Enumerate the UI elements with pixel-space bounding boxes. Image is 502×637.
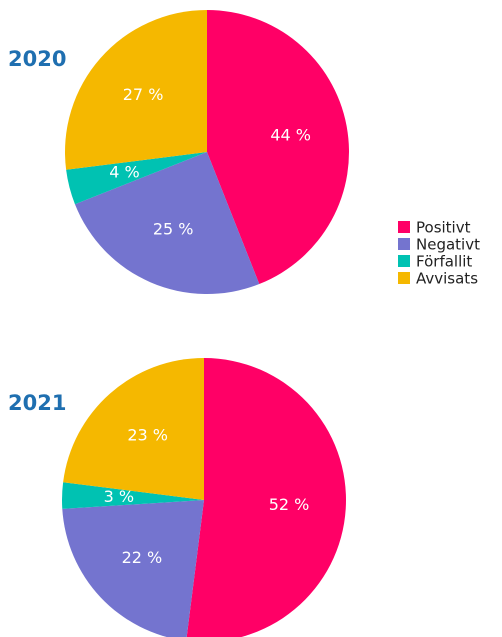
data-label: 25 % xyxy=(153,220,194,239)
pie-slice xyxy=(207,10,349,285)
legend-swatch xyxy=(398,238,410,250)
legend-label: Positivt xyxy=(416,219,471,237)
data-label: 22 % xyxy=(122,548,163,567)
pie-slice xyxy=(62,500,204,637)
legend-swatch xyxy=(398,272,410,284)
data-label: 4 % xyxy=(109,163,139,182)
data-label: 27 % xyxy=(123,85,164,104)
data-label: 3 % xyxy=(104,487,134,506)
chart-title: 2021 xyxy=(8,391,66,415)
data-label: 44 % xyxy=(270,126,311,145)
pie-slice xyxy=(62,482,205,509)
pie-slice xyxy=(74,152,260,294)
pie-slice xyxy=(64,10,207,170)
legend-label: Förfallit xyxy=(416,253,472,271)
pie-slice xyxy=(66,152,207,205)
legend-swatch xyxy=(398,221,410,233)
legend-label: Avvisats xyxy=(416,270,478,288)
data-label: 52 % xyxy=(269,495,310,514)
pie-slice xyxy=(186,358,346,637)
chart-title: 2020 xyxy=(8,47,66,71)
legend-swatch xyxy=(398,255,410,267)
pie-slice xyxy=(63,358,204,500)
data-label: 23 % xyxy=(127,426,168,445)
legend-label: Negativt xyxy=(416,236,480,254)
